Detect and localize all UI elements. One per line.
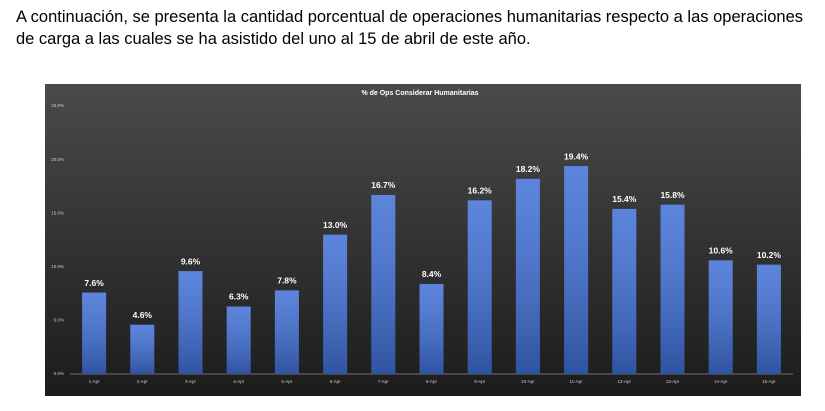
x-tick-label: 3-Apr [185, 379, 197, 384]
data-label: 10.6% [709, 246, 734, 256]
chart-title: % de Ops Considerar Humanitarias [361, 90, 478, 97]
data-label: 15.4% [612, 194, 637, 204]
bar-shade [226, 306, 251, 374]
x-tick-label: 2-Apr [137, 379, 149, 384]
data-label: 7.6% [84, 278, 104, 288]
bar-shade [467, 200, 492, 374]
data-label: 8.4% [422, 269, 442, 279]
data-label: 4.6% [133, 310, 153, 320]
data-label: 16.7% [371, 180, 396, 190]
data-label: 18.2% [516, 164, 541, 174]
data-label: 16.2% [468, 186, 493, 196]
bar-shade [130, 324, 155, 374]
x-tick-label: 12-Apr [618, 379, 632, 384]
y-tick-label: 5.0% [54, 318, 64, 323]
bar-shade [419, 283, 444, 374]
x-tick-label: 14-Apr [714, 379, 728, 384]
y-tick-label: 10.0% [51, 264, 64, 269]
bar-shade [371, 194, 396, 374]
x-tick-label: 11-Apr [570, 379, 584, 384]
paragraph: A continuación, se presenta la cantidad … [16, 8, 804, 48]
bar-shade [274, 290, 299, 374]
x-tick-label: 5-Apr [281, 379, 293, 384]
x-tick-label: 4-Apr [233, 379, 245, 384]
x-tick-label: 9-Apr [474, 379, 486, 384]
y-tick-label: 20.0% [51, 157, 64, 162]
bar-shade [660, 204, 685, 374]
data-label: 10.2% [757, 250, 782, 260]
data-label: 7.8% [277, 276, 297, 286]
x-tick-label: 8-Apr [426, 379, 438, 384]
bar-shade [564, 166, 589, 374]
bar-shade [178, 271, 203, 374]
y-tick-label: 0.0% [54, 371, 64, 376]
data-label: 15.8% [660, 190, 685, 200]
bar-shade [82, 292, 107, 374]
data-label: 6.3% [229, 292, 249, 302]
x-tick-label: 1-Apr [89, 379, 101, 384]
data-label: 13.0% [323, 220, 348, 230]
x-tick-label: 13-Apr [666, 379, 680, 384]
y-tick-label: 25.0% [51, 103, 64, 108]
x-tick-label: 10-Apr [521, 379, 535, 384]
data-label: 9.6% [181, 256, 201, 266]
bar-shade [708, 260, 733, 374]
y-tick-label: 15.0% [51, 210, 64, 215]
x-tick-label: 7-Apr [378, 379, 390, 384]
x-tick-label: 15-Apr [762, 379, 776, 384]
bar-shade [756, 264, 781, 374]
data-label: 19.4% [564, 151, 589, 161]
bar-shade [612, 208, 637, 374]
bar-shade [323, 234, 348, 374]
x-tick-label: 6-Apr [330, 379, 342, 384]
bar-shade [515, 178, 540, 374]
